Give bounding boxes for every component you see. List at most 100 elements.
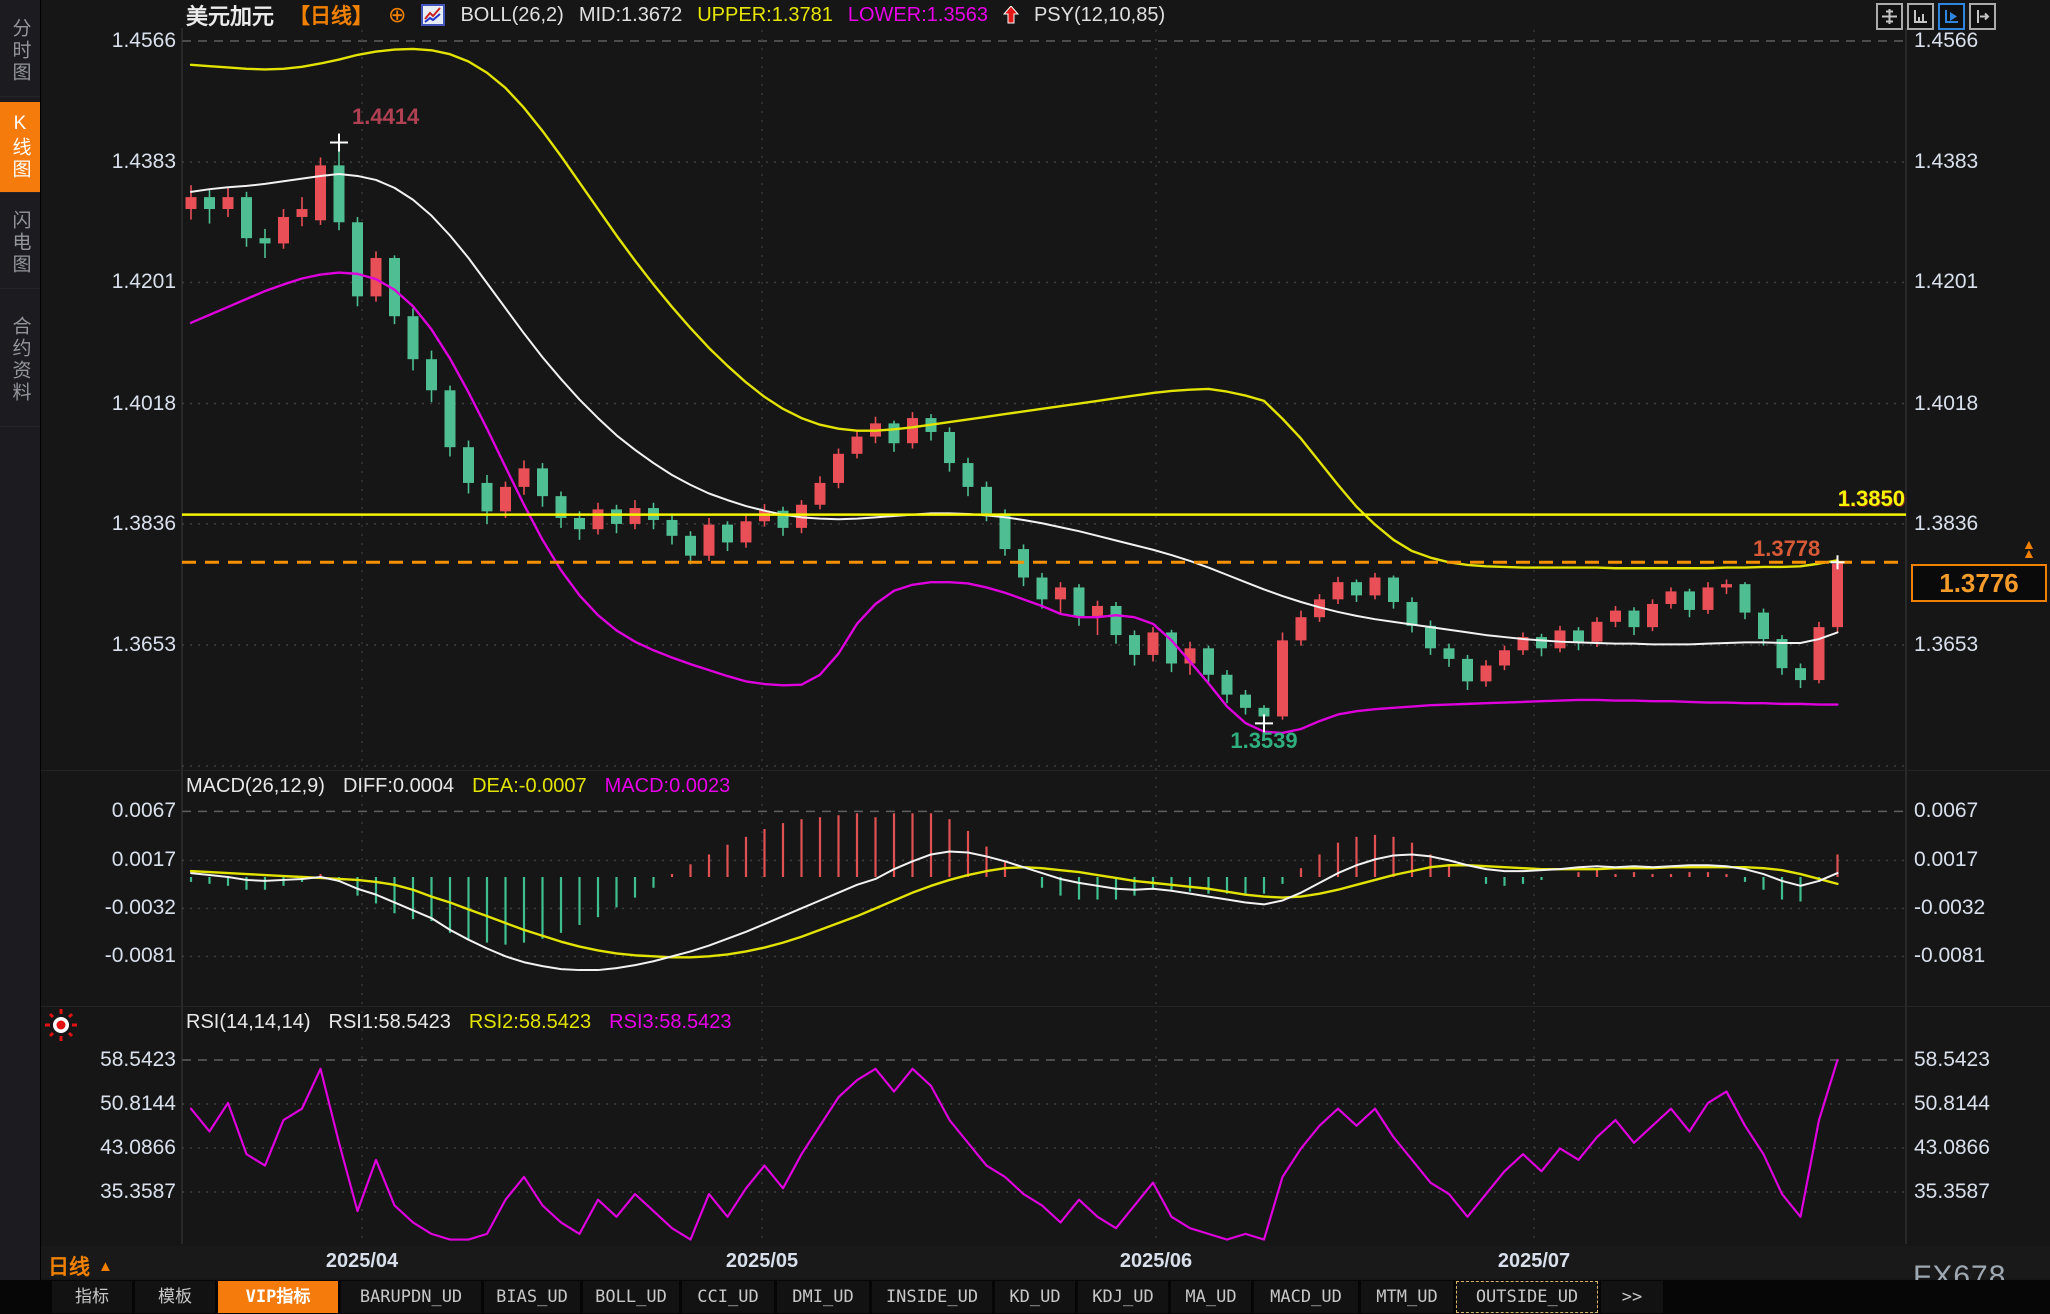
rsi-params: RSI(14,14,14) xyxy=(186,1010,311,1033)
candle-body xyxy=(537,468,548,497)
boll-lower-value: LOWER:1.3563 xyxy=(847,3,988,26)
add-indicator-icon[interactable]: ⊕ xyxy=(388,2,407,27)
candle-body xyxy=(1554,630,1566,649)
candle-body xyxy=(1813,627,1825,681)
candle-body xyxy=(1110,605,1122,636)
candle-body xyxy=(1480,665,1492,682)
candle-body xyxy=(1369,577,1381,596)
indicator-tab-dmiud[interactable]: DMI_UD xyxy=(777,1281,869,1313)
indicator-tab-outsideud[interactable]: OUTSIDE_UD xyxy=(1456,1281,1598,1313)
indicator-tab-kdjud[interactable]: KDJ_UD xyxy=(1078,1281,1168,1313)
indicator-tab-cciud[interactable]: CCI_UD xyxy=(682,1281,774,1313)
price-axis-label: 1.4566 xyxy=(1914,29,1979,52)
macd-diff-line xyxy=(190,850,1839,972)
candle-body xyxy=(722,524,733,543)
shift-right-icon[interactable] xyxy=(1969,3,1996,30)
candle-body xyxy=(1277,640,1288,717)
candle-body xyxy=(1406,601,1418,626)
axis-scale-icon[interactable] xyxy=(1907,3,1934,30)
candle-body xyxy=(352,222,363,297)
indicator-tab-bollud[interactable]: BOLL_UD xyxy=(583,1281,679,1313)
alarm-icon[interactable] xyxy=(42,1006,80,1049)
chart-canvas[interactable] xyxy=(0,0,2050,1250)
candle-body xyxy=(1795,668,1806,681)
indicator-tab-maud[interactable]: MA_UD xyxy=(1171,1281,1251,1313)
candle-body xyxy=(518,468,530,487)
indicator-tab-barupdnud[interactable]: BARUPDN_UD xyxy=(341,1281,481,1313)
indicator-tab-biasud[interactable]: BIAS_UD xyxy=(484,1281,580,1313)
rsi-axis-label: 35.3587 xyxy=(1914,1179,1990,1203)
candle-body xyxy=(703,524,715,556)
boll-upper-line xyxy=(189,47,1839,570)
period-triangle-icon: ▲ xyxy=(98,1257,113,1275)
candle-body xyxy=(259,238,271,244)
macd-dea-line xyxy=(189,864,1839,959)
price-axis-label: 1.4383 xyxy=(111,150,176,174)
macd-macd-value: MACD:0.0023 xyxy=(604,774,731,797)
sidebar: 分时图 K线图闪电图合约资料 xyxy=(0,0,41,1314)
price-axis-label: 1.3836 xyxy=(1914,511,1979,535)
sidebar-item-2[interactable]: K线图 xyxy=(0,102,40,193)
mini-chart-icon[interactable] xyxy=(421,4,446,26)
date-axis-label: 2025/05 xyxy=(725,1250,799,1272)
candle-body xyxy=(1443,648,1455,659)
candle-body xyxy=(500,486,511,512)
rsi2-value: RSI2:58.5423 xyxy=(468,1010,592,1033)
indicator-tab-[interactable]: 指标 xyxy=(52,1281,132,1313)
period-selector-label: 日线 xyxy=(48,1256,90,1279)
boll-params: BOLL(26,2) xyxy=(460,3,564,26)
macd-axis-label: 0.0017 xyxy=(1914,848,1979,872)
macd-axis-label: 0.0017 xyxy=(111,848,176,872)
sidebar-item-1[interactable]: 分时图 xyxy=(0,6,40,97)
candle-body xyxy=(426,359,437,391)
rsi-axis-label: 58.5423 xyxy=(100,1048,176,1071)
candle-body xyxy=(1628,610,1640,628)
auto-scale-icon[interactable] xyxy=(1938,3,1965,30)
sidebar-item-4[interactable]: 合约资料 xyxy=(0,294,40,427)
rsi-axis-label: 35.3587 xyxy=(100,1179,176,1203)
candle-body xyxy=(1240,694,1251,708)
candle-body xyxy=(1129,635,1140,655)
chart-toolbar xyxy=(1876,3,1996,30)
indicator-tab-macdud[interactable]: MACD_UD xyxy=(1254,1281,1358,1313)
rsi-axis-label: 43.0866 xyxy=(1914,1135,1990,1159)
candle-body xyxy=(685,535,696,556)
candle-body xyxy=(1517,637,1529,651)
candle-body xyxy=(592,509,604,530)
candle-body xyxy=(1684,591,1695,610)
candle-body xyxy=(278,216,289,244)
candle-body xyxy=(1388,577,1399,602)
candle-body xyxy=(463,447,474,483)
macd-axis-label: 0.0067 xyxy=(111,799,176,823)
candle-body xyxy=(1721,584,1732,588)
indicator-tab-insideud[interactable]: INSIDE_UD xyxy=(872,1281,992,1313)
candle-body xyxy=(666,519,678,536)
candle-body xyxy=(1351,582,1362,596)
sidebar-item-3[interactable]: 闪电图 xyxy=(0,198,40,289)
period-badge[interactable]: 【日线】 xyxy=(289,5,374,28)
indicator-tab-mtmud[interactable]: MTM_UD xyxy=(1361,1281,1453,1313)
boll-mid-value: MID:1.3672 xyxy=(578,3,683,26)
candle-body xyxy=(1536,637,1547,649)
price-axis-label: 1.3653 xyxy=(111,632,176,656)
indicator-tab-[interactable]: 模板 xyxy=(135,1281,215,1313)
pan-icon[interactable] xyxy=(1876,3,1903,30)
rsi-axis-label: 58.5423 xyxy=(1914,1048,1990,1071)
candle-body xyxy=(944,431,955,464)
macd-diff-value: DIFF:0.0004 xyxy=(342,774,455,797)
macd-header: MACD(26,12,9) DIFF:0.0004 DEA:-0.0007 MA… xyxy=(186,774,730,798)
psy-params: PSY(12,10,85) xyxy=(1033,3,1166,26)
candle-body xyxy=(1073,587,1085,618)
indicator-tab-kdud[interactable]: KD_UD xyxy=(995,1281,1075,1313)
candle-body xyxy=(1776,639,1788,669)
current-price-box: 1.3776 xyxy=(1911,564,2047,602)
indicator-tab-vip[interactable]: VIP指标 xyxy=(218,1281,338,1313)
period-selector[interactable]: 日线 ▲ xyxy=(48,1251,113,1281)
indicator-tab-[interactable]: >> xyxy=(1601,1281,1663,1313)
candle-body xyxy=(1184,648,1196,664)
indicator-tab-bar: 指标 模板 VIP指标 BARUPDN_UD BIAS_UD BOLL_UD CCI_UD D… xyxy=(0,1280,2050,1314)
candle-body xyxy=(1332,582,1344,600)
candle-body xyxy=(574,517,585,530)
rsi-axis-label: 43.0866 xyxy=(100,1135,176,1159)
candle-body xyxy=(851,436,863,454)
